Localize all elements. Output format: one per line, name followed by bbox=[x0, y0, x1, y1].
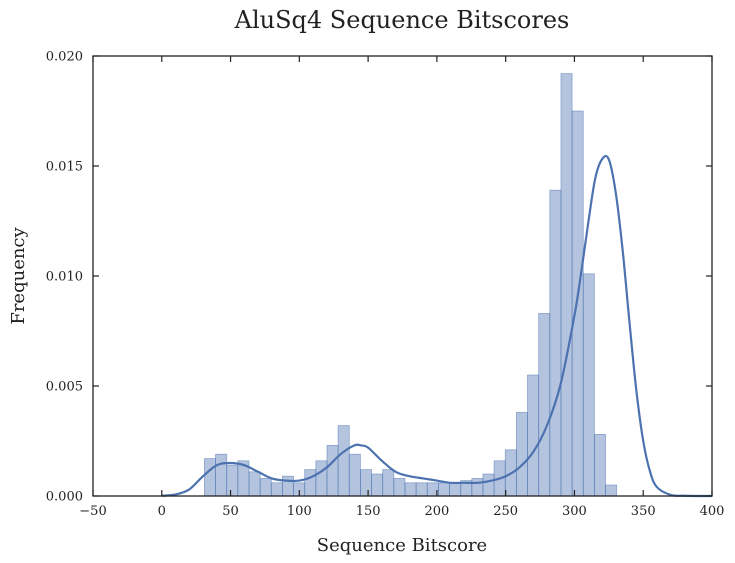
histogram-bar bbox=[393, 477, 406, 497]
axis-ticks: −50 0 50 100 150 200 250 300 350 400 0.000 0.005 0.0… bbox=[46, 50, 725, 520]
histogram-bar bbox=[438, 482, 450, 497]
histogram-bar bbox=[382, 469, 395, 497]
histogram-bar bbox=[582, 273, 595, 497]
histogram-bar bbox=[527, 374, 540, 497]
histogram-bar bbox=[326, 444, 339, 497]
histogram-bar bbox=[226, 464, 239, 497]
y-axis-label: Frequency bbox=[8, 226, 29, 324]
histogram-bar bbox=[248, 471, 261, 497]
x-tick-label: 250 bbox=[493, 504, 518, 519]
histogram-bar bbox=[204, 458, 216, 497]
histogram-bar bbox=[371, 473, 384, 497]
x-tick-label: 300 bbox=[562, 504, 587, 519]
histogram-bar bbox=[471, 477, 484, 497]
plot-frame bbox=[92, 55, 713, 497]
histogram-bar bbox=[282, 475, 294, 497]
x-tick-label: 50 bbox=[222, 504, 239, 519]
x-tick-label: 400 bbox=[700, 504, 725, 519]
histogram-bar bbox=[560, 73, 573, 497]
histogram-bar bbox=[482, 473, 495, 497]
histogram-bar bbox=[415, 482, 428, 497]
histogram-bar bbox=[315, 460, 328, 497]
kde-curve-group bbox=[161, 155, 713, 498]
x-tick-label: −50 bbox=[79, 504, 106, 519]
y-tick-label: 0.000 bbox=[46, 490, 83, 505]
x-axis-label: Sequence Bitscore bbox=[317, 535, 487, 556]
histogram-bar bbox=[449, 482, 462, 497]
y-tick-label: 0.005 bbox=[46, 380, 83, 395]
histogram-bar bbox=[348, 453, 361, 497]
y-tick-label: 0.015 bbox=[46, 160, 83, 175]
histogram-bar bbox=[593, 433, 606, 497]
histogram-bar bbox=[549, 189, 562, 497]
kde-curve bbox=[161, 155, 713, 498]
y-tick-label: 0.010 bbox=[46, 270, 83, 285]
histogram-bar bbox=[270, 482, 283, 497]
x-tick-label: 200 bbox=[424, 504, 449, 519]
histogram-bar bbox=[571, 110, 584, 497]
x-tick-label: 0 bbox=[158, 504, 166, 519]
x-tick-label: 150 bbox=[356, 504, 381, 519]
histogram-bar bbox=[538, 312, 551, 497]
histogram-bar bbox=[605, 484, 618, 497]
x-tick-label: 100 bbox=[287, 504, 312, 519]
histogram-bar bbox=[360, 469, 372, 497]
x-tick-label: 350 bbox=[631, 504, 656, 519]
histogram-bars bbox=[204, 73, 618, 497]
histogram-bar bbox=[259, 477, 272, 497]
histogram-bar bbox=[337, 425, 350, 497]
histogram-bar bbox=[404, 482, 417, 497]
y-tick-label: 0.020 bbox=[46, 50, 83, 65]
histogram-bar bbox=[215, 453, 228, 497]
histogram-bar bbox=[515, 411, 528, 497]
histogram-bar bbox=[304, 469, 317, 497]
chart-title: AluSq4 Sequence Bitscores bbox=[234, 6, 570, 34]
